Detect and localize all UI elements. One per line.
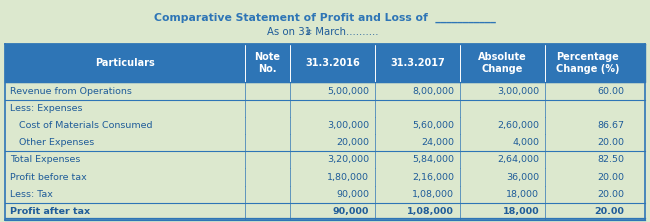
Text: 1,08,000: 1,08,000 [412,190,454,199]
Bar [5,203,645,220]
Text: 1,80,000: 1,80,000 [327,172,369,182]
Text: 31.3.2017: 31.3.2017 [390,58,445,68]
Text: 90,000: 90,000 [333,207,369,216]
Text: 2,64,000: 2,64,000 [497,155,539,164]
Text: 36,000: 36,000 [506,172,539,182]
Text: 31.3.2016: 31.3.2016 [305,58,359,68]
Text: 3,00,000: 3,00,000 [327,121,369,130]
Text: Note
No.: Note No. [254,52,280,74]
Text: 18,000: 18,000 [502,207,539,216]
Bar [5,83,645,100]
Bar [5,168,645,186]
Text: 24,000: 24,000 [421,138,454,147]
Text: 60.00: 60.00 [597,87,624,96]
Text: 20,000: 20,000 [336,138,369,147]
Text: 2,16,000: 2,16,000 [412,172,454,182]
Text: st: st [306,30,312,36]
Text: March..........: March.......... [312,27,378,37]
Text: 82.50: 82.50 [597,155,624,164]
Text: 1,08,000: 1,08,000 [407,207,454,216]
Text: 5,84,000: 5,84,000 [412,155,454,164]
Text: Profit before tax: Profit before tax [10,172,86,182]
Text: 4,000: 4,000 [512,138,539,147]
Text: As on 31: As on 31 [267,27,311,37]
Text: 20.00: 20.00 [597,172,624,182]
Bar [5,44,645,83]
Text: Less: Tax: Less: Tax [10,190,53,199]
Bar [5,186,645,203]
Bar [5,100,645,117]
Text: Percentage
Change (%): Percentage Change (%) [556,52,619,74]
Text: 8,00,000: 8,00,000 [412,87,454,96]
Bar [5,151,645,168]
Text: Total Expenses: Total Expenses [10,155,81,164]
Text: Revenue from Operations: Revenue from Operations [10,87,132,96]
Text: Comparative Statement of Profit and Loss of  ___________: Comparative Statement of Profit and Loss… [154,13,496,23]
Text: Cost of Materials Consumed: Cost of Materials Consumed [10,121,153,130]
Text: 5,60,000: 5,60,000 [412,121,454,130]
Text: 86.67: 86.67 [597,121,624,130]
Bar [5,117,645,134]
Text: 3,20,000: 3,20,000 [327,155,369,164]
Text: 2,60,000: 2,60,000 [497,121,539,130]
Text: 3,00,000: 3,00,000 [497,87,539,96]
Text: 20.00: 20.00 [597,138,624,147]
Text: 20.00: 20.00 [597,190,624,199]
Text: Absolute
Change: Absolute Change [478,52,527,74]
Text: Less: Expenses: Less: Expenses [10,104,83,113]
Text: 18,000: 18,000 [506,190,539,199]
Text: Profit after tax: Profit after tax [10,207,90,216]
Text: Particulars: Particulars [95,58,155,68]
Text: 90,000: 90,000 [336,190,369,199]
Text: 5,00,000: 5,00,000 [327,87,369,96]
Text: 20.00: 20.00 [594,207,624,216]
Bar [5,134,645,151]
Text: Other Expenses: Other Expenses [10,138,94,147]
